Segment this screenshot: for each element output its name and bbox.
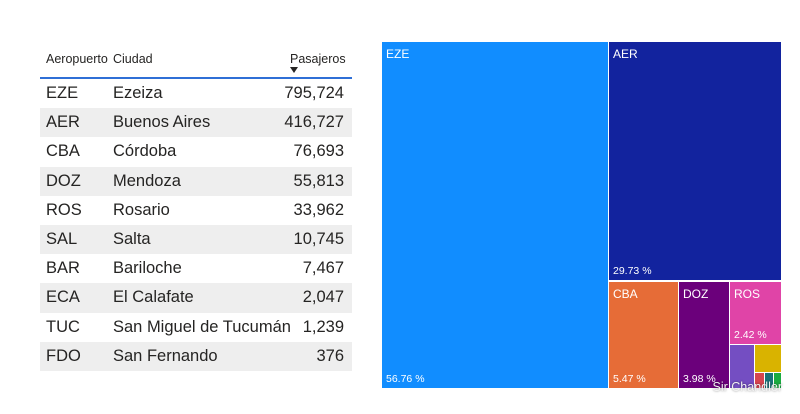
- cell-airport: ROS: [46, 200, 82, 219]
- treemap-tile-small[interactable]: [755, 373, 764, 388]
- tile-label: AER: [613, 47, 638, 61]
- table-header: Aeropuerto Ciudad Pasajeros: [40, 45, 352, 79]
- treemap-tile-ros[interactable]: ROS 2.42 %: [730, 282, 781, 344]
- cell-passengers: 1,239: [302, 317, 344, 336]
- treemap-tile-small[interactable]: [774, 373, 781, 388]
- cell-airport: EZE: [46, 84, 79, 102]
- tile-percent: 5.47 %: [613, 373, 646, 385]
- treemap-tile-small[interactable]: [765, 373, 773, 388]
- cell-passengers: 376: [316, 346, 344, 365]
- cell-airport: DOZ: [46, 171, 81, 190]
- table-row[interactable]: CBA Córdoba 76,693: [40, 137, 352, 166]
- cell-city: Ezeiza: [113, 84, 163, 102]
- cell-city: Mendoza: [113, 171, 181, 190]
- cell-city: Rosario: [113, 200, 170, 219]
- tile-label: CBA: [613, 287, 638, 301]
- cell-passengers: 416,727: [284, 113, 344, 132]
- cell-city: Córdoba: [113, 142, 177, 161]
- treemap-tile-cba[interactable]: CBA 5.47 %: [609, 282, 678, 388]
- cell-city: El Calafate: [113, 288, 194, 307]
- tile-label: EZE: [386, 47, 410, 61]
- tile-label: DOZ: [683, 287, 709, 301]
- treemap-tile-aer[interactable]: AER 29.73 %: [609, 42, 781, 280]
- cell-passengers: 7,467: [302, 259, 344, 278]
- cell-city: Buenos Aires: [113, 113, 211, 132]
- treemap-tile-small[interactable]: [730, 345, 754, 388]
- table-row[interactable]: BAR Bariloche 7,467: [40, 254, 352, 283]
- cell-passengers: 2,047: [302, 288, 344, 307]
- tile-percent: 56.76 %: [386, 373, 425, 385]
- tile-percent: 2.42 %: [734, 329, 767, 341]
- cell-city: San Fernando: [113, 346, 218, 365]
- airport-table: Aeropuerto Ciudad Pasajeros EZE Ezeiza 795…: [40, 45, 352, 371]
- cell-passengers: 55,813: [293, 171, 344, 190]
- tile-label: ROS: [734, 287, 761, 301]
- table-row[interactable]: EZE Ezeiza 795,724: [40, 79, 352, 108]
- cell-airport: AER: [46, 113, 80, 132]
- cell-airport: ECA: [46, 288, 80, 307]
- cell-airport: CBA: [46, 142, 80, 161]
- table-row[interactable]: FDO San Fernando 376: [40, 341, 352, 371]
- table-row[interactable]: SAL Salta 10,745: [40, 224, 352, 255]
- cell-passengers: 795,724: [284, 84, 344, 102]
- treemap-tile-eze[interactable]: EZE 56.76 %: [382, 42, 608, 388]
- cell-airport: TUC: [46, 317, 80, 336]
- table-row[interactable]: ECA El Calafate 2,047: [40, 283, 352, 313]
- passenger-treemap: EZE 56.76 % AER 29.73 % CBA 5.47 % DOZ 3…: [382, 42, 781, 388]
- table-row[interactable]: AER Buenos Aires 416,727: [40, 108, 352, 138]
- cell-passengers: 76,693: [293, 142, 344, 161]
- column-header-city[interactable]: Ciudad: [113, 52, 153, 66]
- cell-passengers: 10,745: [293, 229, 344, 248]
- table-body: EZE Ezeiza 795,724 AER Buenos Aires 416,727 …: [40, 79, 352, 371]
- cell-passengers: 33,962: [293, 200, 344, 219]
- table-row[interactable]: TUC San Miguel de Tucumán 1,239: [40, 313, 352, 342]
- tile-percent: 29.73 %: [613, 265, 652, 277]
- table-row[interactable]: ROS Rosario 33,962: [40, 196, 352, 225]
- watermark-text: Sir Chandler: [712, 380, 782, 394]
- cell-airport: SAL: [46, 229, 78, 248]
- table-row[interactable]: DOZ Mendoza 55,813: [40, 166, 352, 196]
- cell-city: Salta: [113, 229, 151, 248]
- treemap-tile-small[interactable]: [755, 345, 781, 372]
- column-header-airport[interactable]: Aeropuerto: [46, 52, 108, 66]
- sort-descending-icon[interactable]: [290, 67, 298, 73]
- column-header-passengers[interactable]: Pasajeros: [290, 52, 346, 66]
- treemap-tile-doz[interactable]: DOZ 3.98 %: [679, 282, 729, 388]
- cell-airport: BAR: [46, 259, 80, 278]
- cell-airport: FDO: [46, 346, 81, 365]
- tile-percent: 3.98 %: [683, 373, 716, 385]
- cell-city: Bariloche: [113, 259, 182, 278]
- cell-city: San Miguel de Tucumán: [113, 317, 291, 336]
